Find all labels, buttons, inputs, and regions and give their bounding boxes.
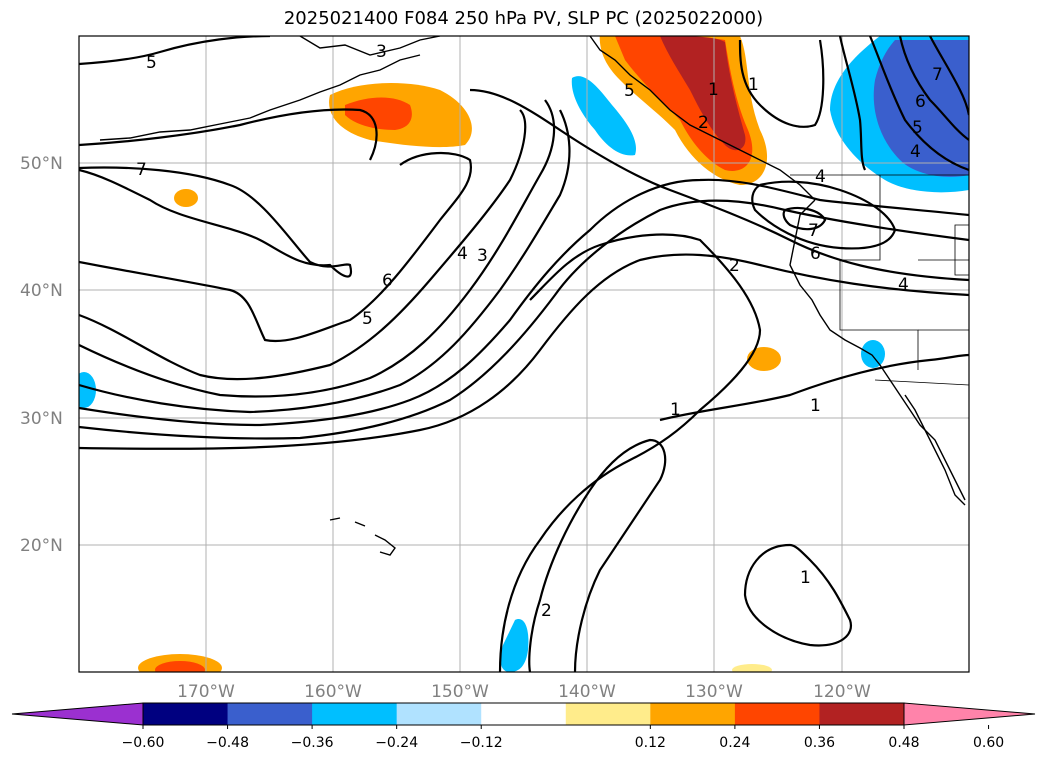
contour-label: 1	[748, 75, 759, 95]
colorbar-extend-max	[903, 702, 1036, 726]
contour-label: 3	[376, 42, 387, 62]
colorbar-tick-label: −0.60	[122, 735, 165, 751]
colorbar-bin	[565, 703, 651, 725]
colorbar-bin	[227, 703, 313, 725]
contour-label: 2	[698, 113, 709, 133]
contour-label: 2	[541, 601, 552, 621]
colorbar-tick-label: −0.36	[291, 735, 334, 751]
colorbar-bin	[819, 703, 905, 725]
colorbar-tick-label: 0.48	[888, 735, 919, 751]
contour-label: 1	[800, 568, 811, 588]
contour-label: 4	[910, 142, 921, 162]
lon-label: 170°W	[177, 682, 235, 702]
boundaries	[790, 174, 969, 386]
contour-label: 7	[932, 65, 943, 85]
contour-label: 5	[624, 81, 635, 101]
longitude-labels: 170°W 160°W 150°W 140°W 130°W 120°W	[177, 682, 871, 702]
contour-label: 5	[912, 118, 923, 138]
pv-positive-spot	[155, 661, 205, 672]
contour-label: 5	[362, 309, 373, 329]
pv-negative-south	[500, 619, 529, 672]
contour-label: 5	[146, 53, 157, 73]
contour-label: 6	[915, 92, 926, 112]
latitude-labels: 50°N 40°N 30°N 20°N	[20, 154, 63, 556]
colorbar-tick-label: 0.12	[635, 735, 666, 751]
colorbar-tick-label: −0.48	[206, 735, 249, 751]
colorbar-tick-label: −0.24	[375, 735, 418, 751]
colorbar	[11, 702, 1036, 726]
lon-label: 140°W	[558, 682, 616, 702]
contour-label: 1	[708, 80, 719, 100]
contour-label: 4	[457, 244, 468, 264]
pv-positive-nw-coast-core	[660, 36, 746, 151]
coastlines	[99, 36, 966, 556]
map-title: 2025021400 F084 250 hPa PV, SLP PC (2025…	[283, 8, 764, 29]
contour-label: 7	[808, 221, 819, 241]
pv-negative-ne-inner	[873, 40, 969, 177]
contour-label: 1	[810, 396, 821, 416]
colorbar-tick-label: 0.24	[719, 735, 750, 751]
pv-positive-spot	[747, 347, 781, 371]
colorbar-bin	[143, 703, 229, 725]
lon-label: 130°W	[685, 682, 743, 702]
colorbar-ticks: −0.60 −0.48 −0.36 −0.24 −0.12 0.12 0.24 0.36 0.4…	[122, 725, 1004, 751]
contour-label: 3	[477, 246, 488, 266]
map-frame-border	[78, 35, 970, 673]
colorbar-tick-label: 0.60	[973, 735, 1004, 751]
lat-label: 50°N	[20, 154, 63, 174]
lat-label: 20°N	[20, 536, 63, 556]
colorbar-outline	[142, 702, 905, 726]
pv-negative-spot	[79, 372, 96, 408]
pv-positive-spot	[174, 189, 198, 207]
colorbar-bin	[734, 703, 820, 725]
lat-label: 40°N	[20, 281, 63, 301]
contour-label: 6	[810, 244, 821, 264]
pv-negative-bc	[571, 76, 636, 156]
slp-contours	[79, 36, 969, 672]
pv-shading	[79, 36, 969, 672]
contour-label: 7	[136, 160, 147, 180]
contour-label: 4	[898, 275, 909, 295]
colorbar-bin	[312, 703, 398, 725]
pv-positive-gulf-inner	[345, 97, 412, 130]
contour-label: 1	[670, 400, 681, 420]
lat-label: 30°N	[20, 409, 63, 429]
pv-positive-spot	[732, 664, 772, 672]
contour-label-layer: 5 3 7 6 5 4 3 2 1 1 2 1 5 1 4 6 5 4 7 6 …	[136, 42, 943, 621]
colorbar-bin	[396, 703, 482, 725]
contour-label: 2	[729, 256, 740, 276]
colorbar-extend-min	[11, 702, 144, 726]
colorbar-bin	[481, 703, 567, 725]
lon-label: 120°W	[813, 682, 871, 702]
lon-label: 160°W	[304, 682, 362, 702]
lon-label: 150°W	[431, 682, 489, 702]
contour-label: 4	[815, 167, 826, 187]
colorbar-tick-label: 0.36	[804, 735, 835, 751]
pv-negative-spot	[861, 340, 885, 368]
colorbar-tick-label: −0.12	[460, 735, 503, 751]
contour-label: 6	[382, 271, 393, 291]
colorbar-bin	[650, 703, 736, 725]
